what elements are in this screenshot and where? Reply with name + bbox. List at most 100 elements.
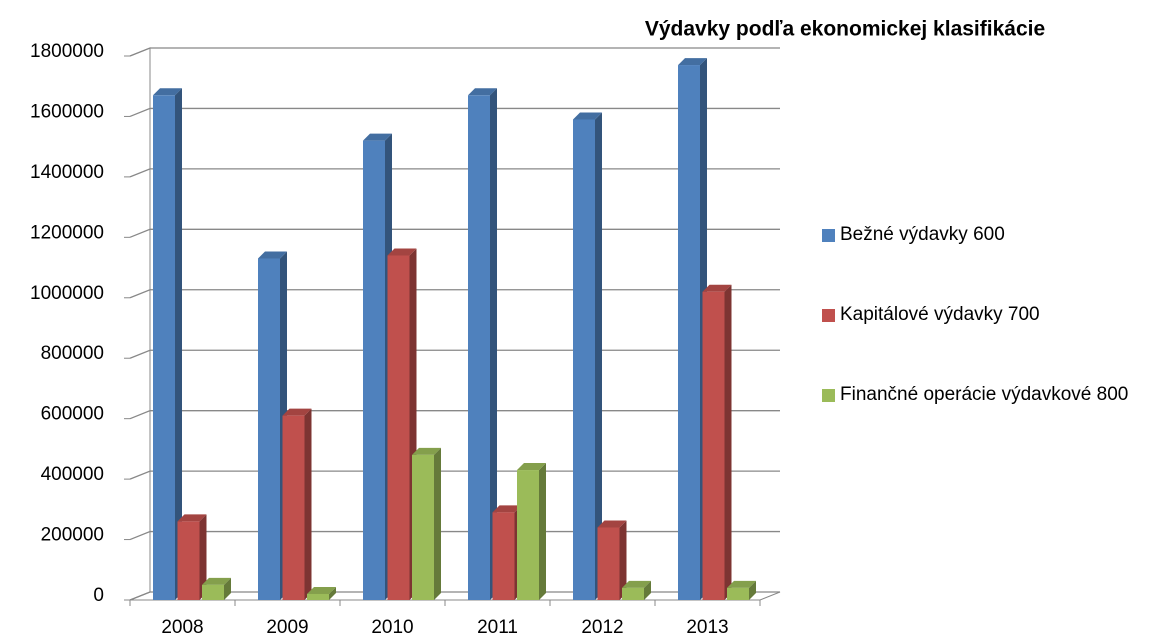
bar-face [517, 463, 546, 471]
bar-face [258, 258, 280, 600]
grid-line [129, 47, 780, 57]
grid-line [129, 168, 780, 178]
y-tick-label: 1000000 [30, 283, 104, 304]
legend: Bežné výdavky 600 Kapitálové výdavky 700 F… [822, 222, 1167, 462]
legend-swatch [822, 389, 835, 402]
bar-face [282, 408, 312, 416]
bar-face [202, 577, 231, 585]
x-tick-label: 2009 [266, 617, 308, 638]
legend-label: Bežné výdavky 600 [840, 224, 1005, 245]
bar-face [539, 463, 546, 600]
y-tick-label: 1800000 [30, 41, 104, 62]
legend-item: Finančné operácie výdavkové 800 [822, 382, 1167, 408]
x-tick-label: 2008 [161, 617, 203, 638]
bar-face [412, 447, 441, 455]
legend-swatch [822, 229, 835, 242]
legend-item: Kapitálové výdavky 700 [822, 302, 1167, 328]
grid-line [129, 228, 780, 238]
bar-face [468, 95, 490, 601]
bar-face [175, 88, 182, 601]
legend-label: Kapitálové výdavky 700 [840, 304, 1040, 325]
bar-face [304, 408, 312, 600]
bar [282, 408, 312, 600]
bar-face [307, 586, 336, 594]
grid-line [129, 591, 780, 601]
bar-face [412, 454, 434, 600]
bar-face [492, 505, 522, 513]
bar-face [702, 291, 725, 600]
bar [307, 586, 336, 600]
bar-face [727, 587, 749, 600]
bar-face [307, 593, 329, 600]
grid-line [129, 470, 780, 480]
x-tick-label: 2012 [581, 617, 623, 638]
bar [573, 112, 602, 600]
bar-face [749, 580, 756, 600]
grid-line [129, 349, 780, 359]
bar-face [434, 447, 441, 600]
bar-face [224, 577, 231, 600]
bar-face [597, 520, 627, 528]
bar [468, 88, 497, 601]
bar-face [678, 65, 700, 601]
bar-face [387, 248, 417, 256]
bar [517, 463, 546, 600]
legend-swatch [822, 309, 835, 322]
bar-face [573, 112, 602, 120]
y-tick-label: 0 [93, 585, 104, 606]
bar-face [282, 415, 305, 600]
grid-line [129, 530, 780, 541]
bar [622, 580, 651, 600]
chart-title: Výdavky podľa ekonomickej klasifikácie [645, 18, 1045, 41]
bar-face [517, 470, 539, 600]
axis-wall [129, 47, 151, 601]
bar-face [387, 255, 410, 600]
bar-face [363, 133, 392, 141]
x-tick-label: 2010 [371, 617, 413, 638]
grid-line [129, 289, 780, 299]
bar-face [702, 284, 732, 292]
y-tick-label: 1400000 [30, 162, 104, 183]
bar-face [202, 584, 224, 600]
bar-face [678, 58, 707, 66]
bar-face [177, 521, 200, 600]
y-tick-label: 600000 [41, 404, 104, 425]
bar-face [492, 512, 515, 600]
bar-face [595, 112, 602, 600]
bar-face [363, 140, 385, 600]
y-tick-label: 1600000 [30, 101, 104, 122]
y-tick-label: 1200000 [30, 222, 104, 243]
bar [727, 580, 756, 600]
y-tick-label: 800000 [41, 343, 104, 364]
bar [202, 577, 231, 600]
bar [702, 284, 732, 600]
y-tick-label: 200000 [41, 525, 104, 546]
bar-face [619, 520, 627, 600]
bar [177, 514, 207, 600]
bar-face [153, 88, 182, 96]
y-tick-label: 400000 [41, 464, 104, 485]
legend-item: Bežné výdavky 600 [822, 222, 1167, 248]
bar-face [468, 88, 497, 96]
bar-face [644, 580, 651, 600]
bar-face [622, 587, 644, 600]
x-tick-label: 2013 [686, 617, 728, 638]
grid-line [129, 410, 780, 420]
bar-face [573, 119, 595, 600]
bar-face [490, 88, 497, 601]
x-tick-label: 2011 [477, 617, 518, 638]
bar-face [258, 251, 287, 259]
legend-label: Finančné operácie výdavkové 800 [840, 384, 1129, 405]
bar-face [727, 580, 756, 588]
bar [153, 88, 182, 601]
bar-face [199, 514, 207, 600]
bar [597, 520, 627, 600]
bar-face [597, 527, 620, 600]
grid-line [129, 107, 780, 118]
bar-face [153, 95, 175, 601]
bar-face [724, 284, 732, 600]
bar-face [329, 586, 336, 600]
bar [412, 447, 441, 600]
